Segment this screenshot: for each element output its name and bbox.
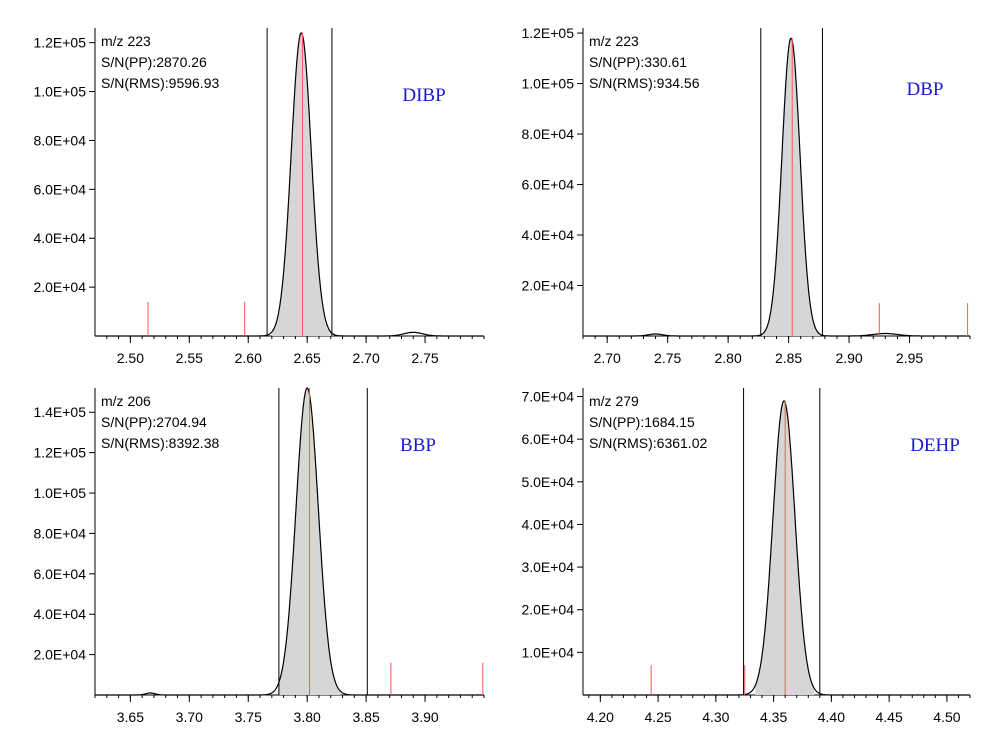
peak-area [755, 400, 815, 695]
x-tick-label: 3.80 [294, 709, 321, 725]
x-tick-label: 2.55 [176, 350, 203, 366]
x-tick-label: 2.50 [117, 350, 144, 366]
x-tick-label: 2.75 [411, 350, 438, 366]
annotation-line-3: S/N(RMS):9596.93 [101, 75, 219, 91]
y-tick-label: 6.0E+04 [33, 181, 86, 197]
annotation-line-2: S/N(PP):330.61 [589, 54, 687, 70]
y-tick-label: 1.0E+04 [521, 644, 574, 660]
y-tick-label: 4.0E+04 [521, 516, 574, 532]
y-tick-label: 1.2E+05 [33, 35, 86, 51]
y-tick-label: 1.4E+05 [33, 404, 86, 420]
chart-panel-dbp: 2.70 2.75 2.80 2.85 2.90 2.95 2.0E+04 4.0E+04 6.… [521, 25, 971, 366]
x-tick-label: 2.95 [896, 350, 923, 366]
x-tick-label: 2.65 [294, 350, 321, 366]
x-tick-label: 3.90 [411, 709, 438, 725]
compound-label: BBP [400, 435, 436, 456]
annotation-line-3: S/N(RMS):934.56 [589, 75, 700, 91]
y-tick-label: 6.0E+04 [521, 431, 574, 447]
x-tick-label: 4.20 [587, 709, 614, 725]
y-tick-label: 6.0E+04 [521, 177, 574, 193]
x-tick-label: 4.30 [702, 709, 729, 725]
y-tick-label: 8.0E+04 [521, 126, 574, 142]
annotation-line-2: S/N(PP):2704.94 [101, 414, 207, 430]
chart-panel-dehp: 4.20 4.25 4.30 4.35 4.40 4.45 4.50 1.0E+04 2.0E+… [521, 388, 971, 725]
x-tick-label: 4.40 [818, 709, 845, 725]
y-tick-label: 1.0E+05 [521, 76, 574, 92]
compound-label: DEHP [910, 435, 960, 456]
y-tick-label: 1.0E+05 [33, 485, 86, 501]
x-tick-label: 3.70 [176, 709, 203, 725]
x-tick-label: 4.35 [760, 709, 787, 725]
x-tick-label: 2.80 [715, 350, 742, 366]
x-tick-label: 3.75 [235, 709, 262, 725]
annotation-line-2: S/N(PP):2870.26 [101, 54, 207, 70]
y-tick-label: 1.0E+05 [33, 84, 86, 100]
y-tick-label: 4.0E+04 [33, 606, 86, 622]
chart-panel-dibp: 2.50 2.55 2.60 2.65 2.70 2.75 2.0E+04 4.0E+04 6.… [33, 28, 485, 366]
annotation-line-1: m/z 223 [589, 33, 639, 49]
annotation-line-1: m/z 279 [589, 393, 639, 409]
y-tick-label: 8.0E+04 [33, 525, 86, 541]
y-tick-label: 5.0E+04 [521, 474, 574, 490]
x-tick-label: 3.85 [352, 709, 379, 725]
annotation-line-3: S/N(RMS):8392.38 [101, 435, 219, 451]
y-tick-label: 2.0E+04 [33, 279, 86, 295]
y-tick-label: 7.0E+04 [521, 389, 574, 405]
annotation-line-1: m/z 206 [101, 393, 151, 409]
x-tick-label: 2.75 [654, 350, 681, 366]
y-tick-label: 1.2E+05 [521, 25, 574, 41]
y-tick-label: 2.0E+04 [33, 647, 86, 663]
compound-label: DIBP [402, 85, 445, 106]
y-tick-label: 3.0E+04 [521, 559, 574, 575]
chart-panel-bbp: 3.65 3.70 3.75 3.80 3.85 3.90 2.0E+04 4.0E+04 6.… [33, 387, 485, 725]
chromatogram-trace [95, 387, 484, 696]
x-tick-label: 2.85 [775, 350, 802, 366]
y-tick-label: 6.0E+04 [33, 566, 86, 582]
x-tick-label: 2.90 [835, 350, 862, 366]
annotation-line-3: S/N(RMS):6361.02 [589, 435, 707, 451]
y-tick-label: 2.0E+04 [521, 278, 574, 294]
chromatogram-trace [95, 32, 484, 337]
chromatogram-trace [583, 37, 970, 337]
y-tick-label: 1.2E+05 [33, 445, 86, 461]
x-tick-label: 4.25 [644, 709, 671, 725]
x-tick-label: 3.65 [117, 709, 144, 725]
chromatogram-trace [583, 400, 970, 696]
x-tick-label: 2.60 [235, 350, 262, 366]
annotation-line-1: m/z 223 [101, 33, 151, 49]
y-tick-label: 4.0E+04 [521, 227, 574, 243]
annotation-line-2: S/N(PP):1684.15 [589, 414, 695, 430]
peak-area [761, 38, 821, 336]
x-tick-label: 4.45 [876, 709, 903, 725]
y-tick-label: 8.0E+04 [33, 132, 86, 148]
y-tick-label: 4.0E+04 [33, 230, 86, 246]
x-tick-label: 4.50 [933, 709, 960, 725]
y-tick-label: 2.0E+04 [521, 602, 574, 618]
x-tick-label: 2.70 [352, 350, 379, 366]
compound-label: DBP [907, 79, 944, 100]
x-tick-label: 2.70 [594, 350, 621, 366]
